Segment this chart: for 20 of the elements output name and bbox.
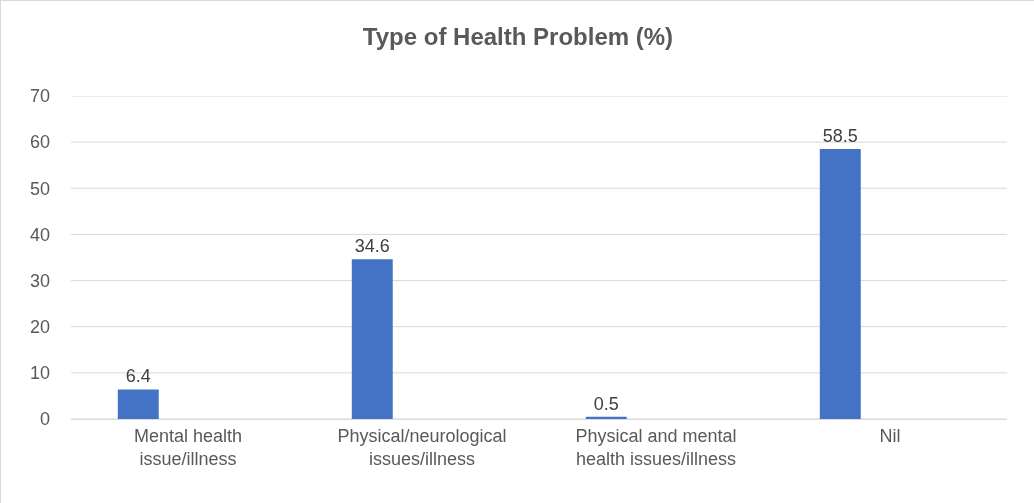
bar	[351, 259, 393, 419]
x-tick-label: Mental health issue/illness	[133, 425, 243, 469]
y-tick-label: 40	[29, 224, 50, 245]
data-label: 6.4	[125, 366, 151, 387]
data-label: 58.5	[822, 126, 858, 147]
y-tick-label: 10	[29, 363, 50, 384]
x-tick-label: Physical and mental health issues/illness	[575, 425, 737, 469]
y-tick-label: 50	[29, 178, 50, 199]
data-label: 34.6	[354, 236, 390, 257]
y-tick-label: 20	[29, 317, 50, 338]
bar	[117, 389, 159, 419]
x-tick-label: Nil	[879, 425, 901, 446]
data-label: 0.5	[593, 393, 619, 414]
y-tick-label: 70	[29, 86, 50, 107]
y-tick-label: 0	[39, 409, 50, 430]
chart-title: Type of Health Problem (%)	[362, 22, 674, 50]
bar	[819, 149, 861, 419]
y-tick-label: 30	[29, 270, 50, 291]
y-tick-label: 60	[29, 132, 50, 153]
x-tick-label: Physical/neurological issues/illness	[337, 425, 507, 469]
